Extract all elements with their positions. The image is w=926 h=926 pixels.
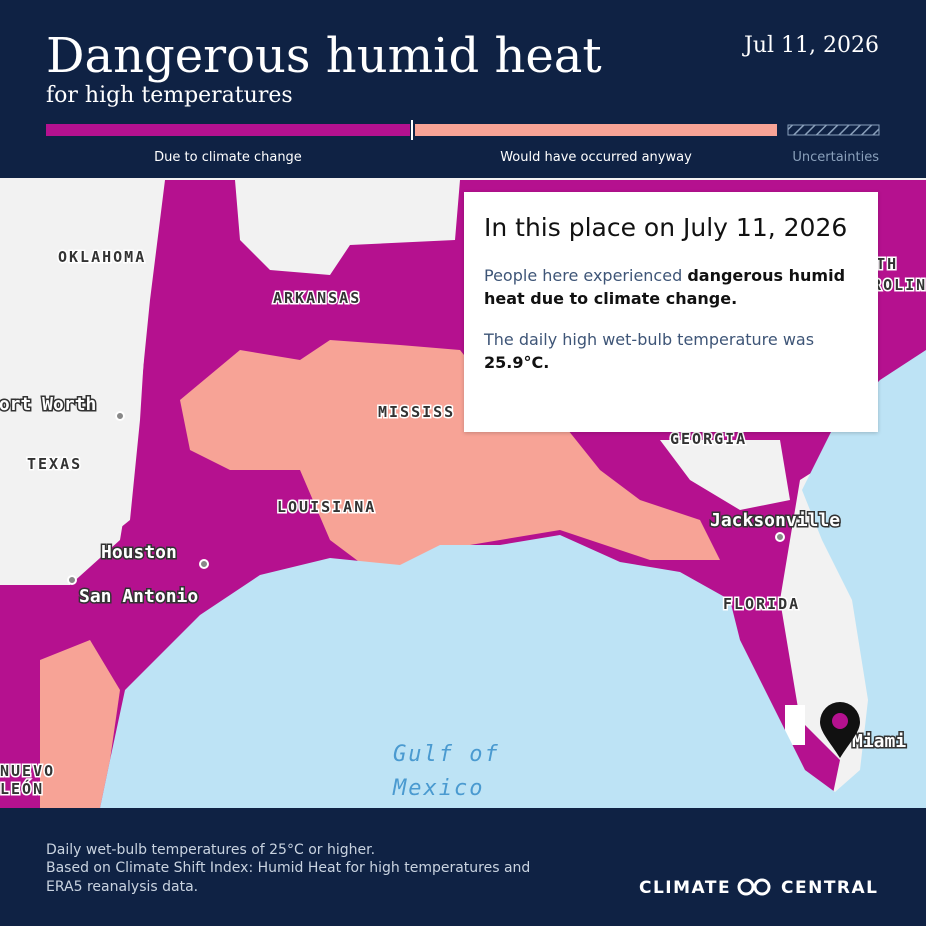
region-anyway (180, 340, 720, 575)
subtitle: for high temperatures (46, 83, 293, 108)
legend-bar-anyway (415, 124, 777, 136)
map: OKLAHOMA ARKANSAS MISSISS NORTH CAROLINA… (0, 178, 926, 808)
city-dot (67, 575, 77, 585)
region-anyway (40, 640, 120, 808)
sea-label: Mexico (392, 776, 484, 801)
date: Jul 11, 2026 (742, 33, 879, 58)
state-label: LOUISIANA (277, 498, 376, 516)
state-label: FLORIDA (723, 595, 800, 613)
region-none (235, 180, 460, 275)
popup-text-part: The daily high wet-bulb temperature was (484, 330, 815, 349)
city-dot (115, 411, 125, 421)
state-label: LEÓN (0, 779, 44, 798)
logo-text: CENTRAL (781, 878, 879, 898)
state-label: MISSISS (378, 403, 455, 421)
city-label: Houston (101, 542, 177, 563)
city-label: San Antonio (79, 586, 198, 607)
state-label: GEORGIA (670, 430, 747, 448)
popup-text-part: People here experienced (484, 266, 688, 285)
logo-mark (737, 878, 755, 896)
pin-center (832, 713, 848, 729)
logo-mark (753, 878, 771, 896)
state-label: TEXAS (27, 455, 82, 473)
legend-label: Would have occurred anyway (500, 150, 692, 165)
state-label: ARKANSAS (273, 289, 361, 307)
popup-text-bold: dangerous humid heat due to climate chan… (484, 266, 846, 308)
popup-text-bold: 25.9°C. (484, 353, 550, 372)
logo-text: CLIMATE (639, 878, 731, 898)
legend-label: Uncertainties (792, 150, 879, 165)
popup-text: People here experienced dangerous humid … (484, 264, 858, 310)
region-none (785, 705, 805, 745)
state-label: NUEVO (0, 762, 55, 780)
city-label: Fort Worth (0, 394, 96, 415)
legend-label: Due to climate change (154, 150, 302, 165)
footnote: ERA5 reanalysis data. (46, 879, 198, 895)
city-label: Miami (852, 731, 906, 752)
legend-bar-uncertain (787, 124, 880, 136)
city-label: Jacksonville (710, 510, 840, 531)
state-label: OKLAHOMA (58, 248, 146, 266)
city-dot (199, 559, 209, 569)
title: Dangerous humid heat (46, 28, 602, 84)
sea-label: Gulf of (393, 742, 500, 767)
region-none (660, 440, 790, 510)
popup-heading: In this place on July 11, 2026 (484, 213, 848, 242)
ocean (100, 350, 926, 808)
city-dot (775, 532, 785, 542)
location-pin[interactable] (820, 702, 860, 758)
footnote: Daily wet-bulb temperatures of 25°C or h… (46, 842, 375, 858)
footnote: Based on Climate Shift Index: Humid Heat… (46, 860, 530, 876)
region-none (0, 180, 165, 585)
popup-text: The daily high wet-bulb temperature was … (484, 328, 858, 374)
legend-bar-climate (46, 124, 410, 136)
info-popup: In this place on July 11, 2026 People he… (464, 192, 878, 432)
